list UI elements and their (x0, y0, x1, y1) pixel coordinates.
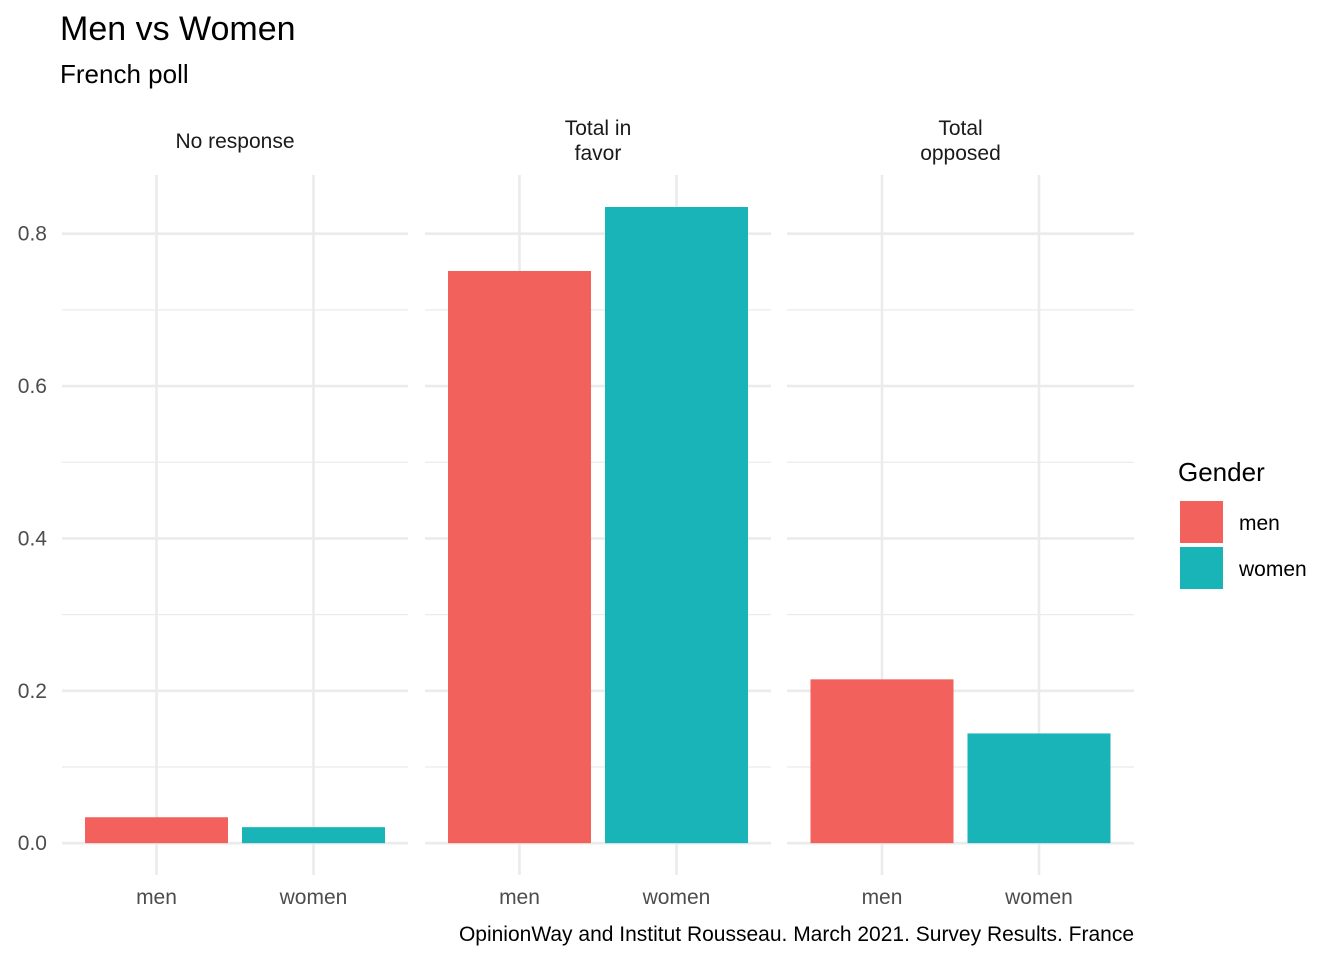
legend-label: women (1238, 558, 1307, 581)
facet-panel: men women No response (62, 130, 408, 909)
facet-panel: men women Total opposed (787, 117, 1134, 909)
facet-strip-label: Total in favor (565, 117, 632, 165)
legend: Gender men women (1178, 457, 1307, 589)
x-tick-label: men (862, 886, 903, 909)
y-axis: 0.0 0.2 0.4 0.6 0.8 (18, 223, 48, 855)
y-tick-label: 0.2 (18, 680, 47, 703)
bar-women (967, 733, 1111, 844)
facet-strip-label: Total opposed (920, 117, 1001, 165)
legend-key-women (1180, 547, 1223, 589)
bar-women (605, 206, 748, 844)
bar-men (448, 270, 591, 844)
y-tick-label: 0.0 (18, 832, 47, 855)
legend-label: men (1239, 512, 1280, 535)
chart-caption: OpinionWay and Institut Rousseau. March … (459, 923, 1134, 946)
legend-key-men (1180, 501, 1223, 543)
facet-strip-label: No response (175, 130, 294, 153)
facet-panel: men women Total in favor (425, 117, 771, 909)
x-tick-label: women (642, 886, 711, 909)
y-tick-label: 0.8 (18, 223, 47, 246)
x-tick-label: men (499, 886, 540, 909)
chart-title: Men vs Women (60, 10, 296, 48)
facet-panels: men women No response men women Total in favor… (62, 117, 1134, 909)
chart-subtitle: French poll (60, 59, 189, 89)
x-tick-label: women (279, 886, 348, 909)
bar-men (85, 817, 228, 844)
y-tick-label: 0.4 (18, 527, 48, 550)
bar-men (810, 679, 954, 844)
legend-title: Gender (1178, 457, 1265, 487)
x-tick-label: men (136, 886, 177, 909)
bar-women (242, 827, 385, 844)
x-tick-label: women (1004, 886, 1073, 909)
y-tick-label: 0.6 (18, 375, 47, 398)
